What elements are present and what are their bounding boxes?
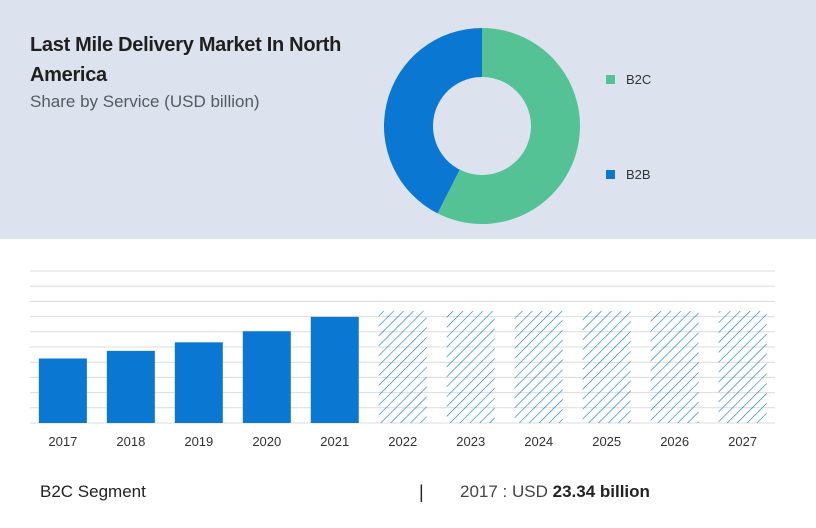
bar-2019[interactable] bbox=[174, 342, 223, 423]
bar-2020[interactable] bbox=[242, 331, 291, 423]
bar-2021[interactable] bbox=[310, 316, 359, 423]
segment-value: 2017 : USD 23.34 billion bbox=[460, 482, 650, 502]
donut-slice-b2b[interactable] bbox=[384, 28, 482, 214]
x-tick-label-2021: 2021 bbox=[320, 434, 349, 449]
chart-title: Last Mile Delivery Market In North Ameri… bbox=[30, 34, 342, 86]
chart-subtitle: Share by Service (USD billion) bbox=[30, 92, 260, 111]
x-tick-label-2020: 2020 bbox=[252, 434, 281, 449]
legend-item-b2b[interactable]: B2B bbox=[606, 167, 651, 182]
bar-2027[interactable] bbox=[718, 311, 767, 423]
x-tick-label-2019: 2019 bbox=[184, 434, 213, 449]
footer: B2C Segment | 2017 : USD 23.34 billion bbox=[0, 482, 816, 506]
x-tick-label-2026: 2026 bbox=[660, 434, 689, 449]
x-tick-label-2023: 2023 bbox=[456, 434, 485, 449]
x-tick-label-2017: 2017 bbox=[48, 434, 77, 449]
x-tick-label-2027: 2027 bbox=[728, 434, 757, 449]
bar-2025[interactable] bbox=[582, 311, 631, 423]
donut-chart bbox=[384, 28, 581, 224]
legend-label-b2b: B2B bbox=[626, 167, 651, 182]
bar-2026[interactable] bbox=[650, 311, 699, 423]
bar-2017[interactable] bbox=[38, 358, 87, 423]
bar-2024[interactable] bbox=[514, 311, 563, 423]
segment-value-amount: 23.34 billion bbox=[552, 482, 650, 501]
legend-swatch-b2c bbox=[606, 75, 615, 84]
x-tick-label-2022: 2022 bbox=[388, 434, 417, 449]
footer-divider: | bbox=[419, 482, 424, 502]
segment-year-label: 2017 : USD bbox=[460, 482, 553, 501]
x-tick-label-2025: 2025 bbox=[592, 434, 621, 449]
legend-label-b2c: B2C bbox=[626, 72, 652, 87]
legend-swatch-b2b bbox=[606, 170, 615, 179]
x-tick-label-2024: 2024 bbox=[524, 434, 553, 449]
legend-item-b2c[interactable]: B2C bbox=[606, 72, 651, 87]
bar-chart: 2017 2018 2019 2020 2021 2022 2023 2024 2025 2026… bbox=[30, 270, 775, 449]
donut-slice-b2c[interactable] bbox=[437, 28, 581, 224]
bar-2018[interactable] bbox=[106, 350, 155, 423]
segment-label: B2C Segment bbox=[40, 482, 146, 501]
bar-2023[interactable] bbox=[446, 311, 495, 423]
x-tick-label-2018: 2018 bbox=[116, 434, 145, 449]
bar-2022[interactable] bbox=[378, 311, 427, 423]
